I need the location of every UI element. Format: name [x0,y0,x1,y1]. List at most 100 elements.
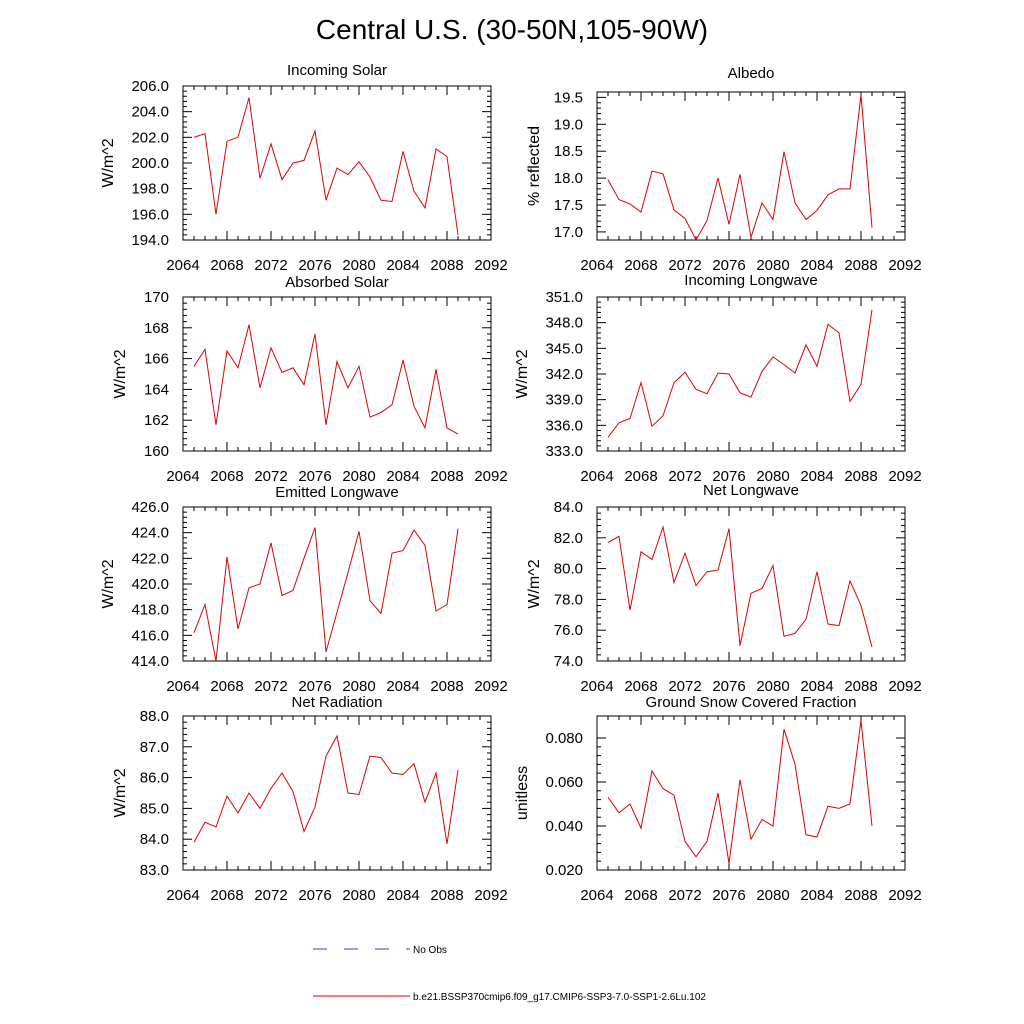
x-tick-label: 2088 [430,678,463,695]
x-tick-label: 2084 [800,257,833,274]
data-point [336,167,339,170]
x-tick-label: 2076 [712,678,745,695]
y-tick-label: 202.0 [131,129,169,146]
y-tick-label: 351.0 [545,289,583,306]
data-point [629,803,632,806]
y-tick-label: 424.0 [131,525,169,542]
data-point [204,348,207,351]
y-axis-label: W/m^2 [112,768,129,817]
data-point [728,527,731,530]
data-point [204,821,207,824]
y-tick-label: 339.0 [545,392,583,409]
series-line [607,525,873,648]
y-tick-label: 0.080 [545,730,583,747]
data-point [435,609,438,612]
x-tick-label: 2072 [668,678,701,695]
data-point [281,594,284,597]
data-point [292,790,295,793]
data-point [259,386,262,389]
data-point [413,405,416,408]
data-point [607,541,610,544]
data-point [618,535,621,538]
x-tick-label: 2084 [800,678,833,695]
data-point [402,773,405,776]
data-point [457,233,460,236]
data-point [750,592,753,595]
y-tick-label: 333.0 [545,443,583,460]
data-point [358,793,361,796]
data-point [303,159,306,162]
panel-title: Emitted Longwave [275,484,398,501]
x-tick-label: 2068 [624,887,657,904]
x-tick-label: 2092 [474,468,507,485]
x-tick-label: 2076 [298,678,331,695]
x-tick-label: 2084 [386,468,419,485]
chart-panel-7: 2064 2068 2072 2076 2080 2084 2088 2092 83.0 84.0… [112,694,508,904]
data-point [695,388,698,391]
data-point [193,365,196,368]
x-tick-label: 2068 [210,257,243,274]
y-tick-label: 82.0 [554,530,583,547]
x-tick-label: 2068 [624,468,657,485]
y-tick-label: 336.0 [545,417,583,434]
data-point [695,239,698,242]
y-tick-label: 196.0 [131,206,169,223]
y-axis-label: W/m^2 [514,349,531,398]
data-point [871,646,874,649]
x-tick-label: 2068 [210,678,243,695]
data-point [347,792,350,795]
x-tick-label: 2072 [668,887,701,904]
data-point [805,343,808,346]
data-point [281,371,284,374]
data-point [816,365,819,368]
data-point [259,807,262,810]
x-tick-label: 2080 [342,257,375,274]
data-point [750,396,753,399]
y-tick-label: 0.060 [545,774,583,791]
series-line [607,94,873,242]
data-point [750,236,753,239]
x-tick-label: 2064 [166,887,199,904]
y-tick-label: 18.0 [554,170,583,187]
y-axis-label: % reflected [526,126,543,206]
y-tick-label: 19.0 [554,116,583,133]
data-point [215,825,218,828]
data-point [380,411,383,414]
chart-panel-2: 2064 2068 2072 2076 2080 2084 2088 2092 17.0 17.5… [526,65,922,274]
y-tick-label: 18.5 [554,143,583,160]
data-point [673,381,676,384]
data-point [369,599,372,602]
y-tick-label: 168 [144,320,169,337]
data-point [446,842,449,845]
data-point [651,770,654,773]
data-point [772,355,775,358]
data-point [849,187,852,190]
y-tick-label: 422.0 [131,550,169,567]
data-point [728,223,731,226]
data-point [618,198,621,201]
data-point [871,825,874,828]
y-tick-label: 88.0 [140,708,169,725]
x-tick-label: 2084 [386,678,419,695]
panel-title: Incoming Longwave [684,272,817,289]
x-tick-label: 2080 [342,887,375,904]
data-point [772,564,775,567]
data-point [739,644,742,647]
data-point [772,825,775,828]
chart-panel-8: 2064 2068 2072 2076 2080 2084 2088 2092 0.020 0.0… [514,694,922,904]
data-point [838,187,841,190]
y-tick-label: 0.040 [545,818,583,835]
panel-title: Net Longwave [703,482,799,499]
plot-frame [596,506,906,662]
data-point [369,755,372,758]
y-axis-label: W/m^2 [112,349,129,398]
x-tick-label: 2080 [342,468,375,485]
x-tick-label: 2080 [756,887,789,904]
data-point [248,323,251,326]
y-tick-label: 416.0 [131,627,169,644]
data-point [739,778,742,781]
x-tick-label: 2072 [254,887,287,904]
data-point [270,346,273,349]
data-point [860,383,863,386]
